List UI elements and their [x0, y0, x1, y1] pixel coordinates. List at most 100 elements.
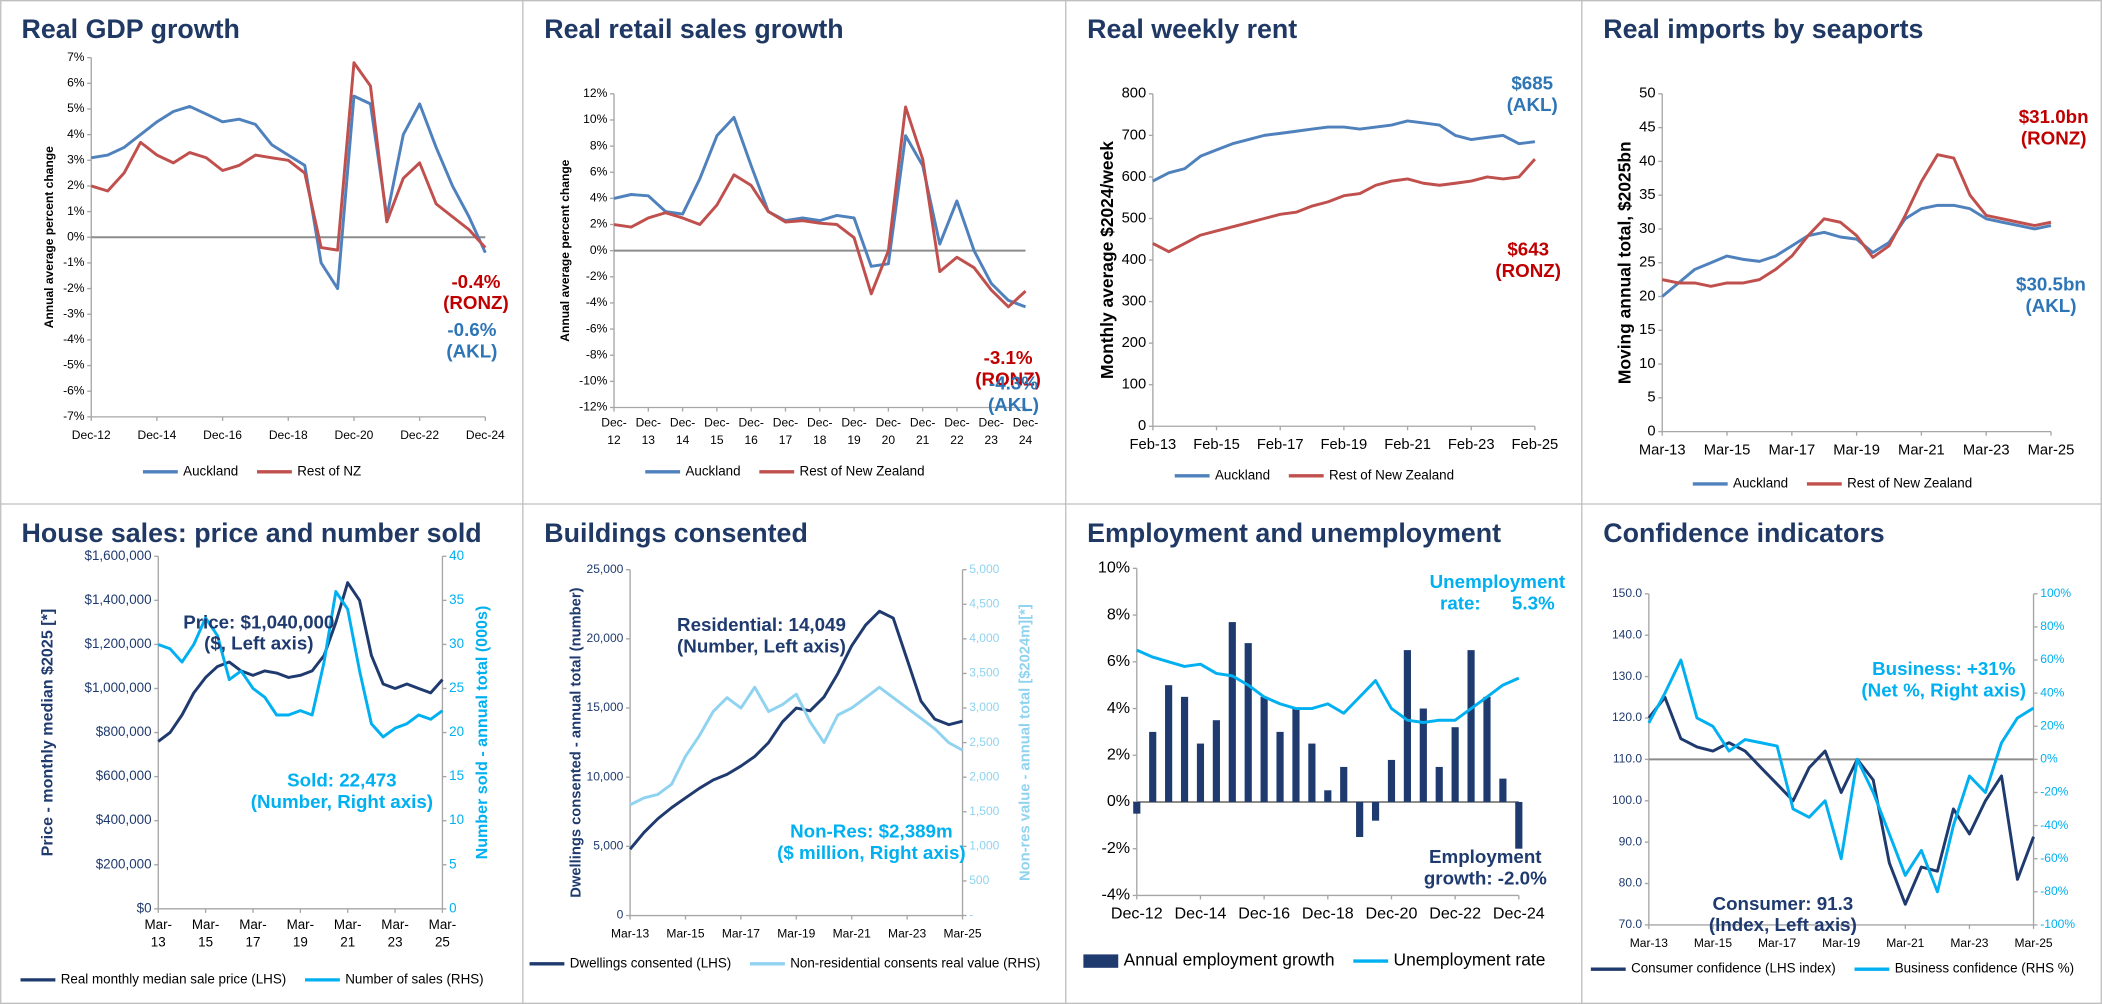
- annotation: (AKL): [988, 394, 1039, 415]
- y2-axis-label: Non-res value - annual total [$2024m][*]: [1017, 604, 1033, 881]
- y-axis-label: Monthly average $2024/week: [1097, 141, 1117, 379]
- bar: [1324, 790, 1332, 802]
- x-tick-part: Dec-: [704, 416, 729, 430]
- chart-title: Employment and unemployment: [1087, 518, 1501, 548]
- bar: [1228, 622, 1236, 802]
- x-tick-part: Dec-: [841, 416, 866, 430]
- x-tick-label: Feb-21: [1384, 437, 1431, 453]
- y2-tick-label: 10: [449, 812, 464, 827]
- x-tick-label: Dec- 23: [979, 416, 1004, 447]
- annotation: (Index, Left axis): [1709, 914, 1857, 935]
- y-tick-label: 0%: [1107, 792, 1130, 810]
- x-tick-label: Mar-25: [2028, 442, 2075, 458]
- legend-swatch: [1083, 954, 1119, 968]
- annotation: (RONZ): [1495, 260, 1561, 281]
- annotation: Sold: 22,473: [287, 769, 396, 790]
- x-tick-part: Dec-: [738, 416, 763, 430]
- y2-tick-label: 3,500: [969, 666, 999, 680]
- annotation: (RONZ): [975, 369, 1041, 390]
- y-tick-label: -7%: [63, 409, 85, 423]
- legend-label: Rest of New Zealand: [1329, 467, 1454, 482]
- x-tick-label: Dec- 18: [807, 416, 832, 447]
- y-tick-label: 130.0: [1612, 669, 1642, 683]
- y-tick-label: $1,200,000: [85, 636, 152, 651]
- y-tick-label: $1,400,000: [85, 592, 152, 607]
- x-tick-label: Dec-22: [400, 428, 439, 442]
- x-tick-label: Dec-24: [1013, 416, 1038, 447]
- x-tick-label: Mar-25: [429, 916, 457, 948]
- bar: [1499, 778, 1507, 802]
- annotation: Employment: [1429, 846, 1542, 867]
- bar: [1467, 650, 1475, 802]
- series-line: [1152, 158, 1537, 254]
- y-tick-label: 90.0: [1619, 834, 1643, 848]
- x-tick-part: 17: [246, 934, 261, 949]
- series-line: [157, 590, 444, 739]
- x-tick-label: Mar-15: [1694, 936, 1732, 950]
- y2-tick-label: 15: [449, 768, 464, 783]
- y-tick-label: 800: [1122, 86, 1147, 102]
- x-tick-label: Mar-23: [1950, 936, 1988, 950]
- annotation: (AKL): [1507, 94, 1558, 115]
- series-line: [1647, 695, 2035, 906]
- y-tick-label: 300: [1122, 293, 1147, 309]
- x-tick-label: Mar-21: [833, 926, 871, 940]
- y-tick-label: -12%: [579, 400, 607, 414]
- annotation: -0.6%: [447, 319, 496, 340]
- x-tick-part: 12: [607, 433, 621, 447]
- x-tick-label: Mar-15: [192, 916, 220, 948]
- y2-tick-label: 20: [449, 724, 464, 739]
- y-tick-label: 2%: [67, 178, 85, 192]
- y-axis-label: Annual average percent change: [42, 146, 56, 328]
- x-tick-part: 21: [916, 433, 930, 447]
- x-tick-label: Mar-17: [722, 926, 760, 940]
- y-tick-label: 10%: [1098, 559, 1130, 577]
- y-tick-label: 10%: [583, 112, 607, 126]
- y-tick-label: -2%: [1101, 839, 1130, 857]
- x-tick-label: Dec- 20: [876, 416, 901, 447]
- y-tick-label: 10,000: [587, 769, 624, 783]
- y2-tick-label: 35: [449, 592, 464, 607]
- x-tick-part: 24: [1019, 433, 1033, 447]
- x-tick-label: Dec-16: [1238, 904, 1290, 922]
- bar: [1276, 731, 1284, 802]
- legend-label: Auckland: [1733, 475, 1788, 490]
- y-tick-label: 45: [1639, 120, 1655, 136]
- x-tick-part: Dec-: [601, 416, 626, 430]
- chart-title: Buildings consented: [544, 518, 808, 548]
- y-tick-label: -2%: [586, 269, 608, 283]
- y-tick-label: 3%: [67, 152, 85, 166]
- x-tick-part: Dec-: [670, 416, 695, 430]
- chart-title: Real imports by seaports: [1603, 14, 1923, 44]
- legend-label: Non-residential consents real value (RHS…: [790, 955, 1040, 970]
- bar: [1149, 731, 1157, 802]
- y-tick-label: 0: [1647, 424, 1655, 440]
- y2-tick-label: 0%: [2040, 752, 2058, 766]
- legend-label: Real monthly median sale price (LHS): [61, 971, 287, 986]
- bar: [1165, 685, 1173, 802]
- annotation: (Number, Left axis): [677, 635, 846, 656]
- x-tick-label: Mar-23: [381, 916, 409, 948]
- y-tick-label: 0: [617, 908, 624, 922]
- y-tick-label: -10%: [579, 374, 607, 388]
- x-tick-part: 13: [151, 934, 166, 949]
- y-tick-label: -5%: [63, 358, 85, 372]
- chart-title: Confidence indicators: [1603, 518, 1884, 548]
- x-tick-label: Dec-24: [1493, 904, 1545, 922]
- bar: [1435, 766, 1443, 802]
- x-tick-label: Mar-23: [1963, 442, 2010, 458]
- x-tick-part: Mar-: [334, 916, 362, 931]
- x-tick-part: Mar-: [429, 916, 457, 931]
- x-tick-label: Mar-15: [666, 926, 704, 940]
- series-line: [629, 685, 964, 807]
- x-tick-label: Mar-17: [239, 916, 267, 948]
- x-tick-label: Mar-13: [1630, 936, 1668, 950]
- y-axis-label: Annual average percent change: [558, 159, 572, 341]
- x-tick-label: Feb-17: [1257, 437, 1304, 453]
- x-tick-label: Dec- 14: [670, 416, 695, 447]
- y2-tick-label: 25: [449, 680, 464, 695]
- x-tick-label: Mar-25: [2014, 936, 2052, 950]
- y2-tick-label: 4,000: [969, 631, 999, 645]
- y-tick-label: 6%: [590, 164, 608, 178]
